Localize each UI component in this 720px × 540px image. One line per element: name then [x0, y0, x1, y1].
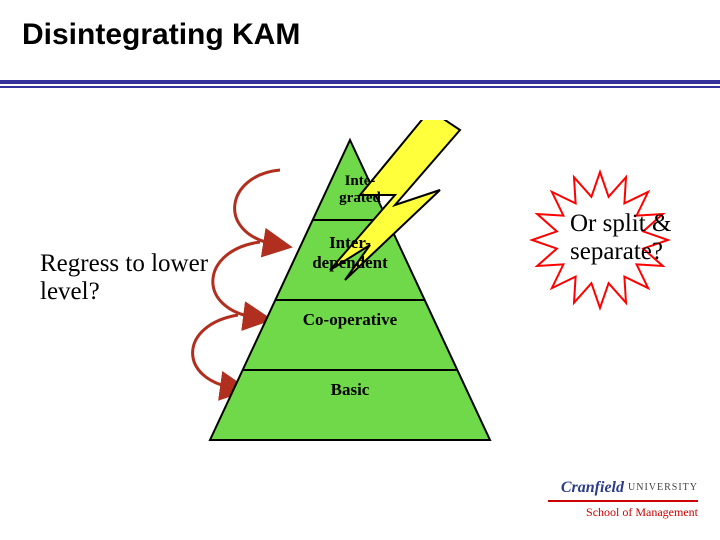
branding-school: School of Management [548, 505, 698, 520]
title-rule-thick [0, 80, 720, 84]
title-rule-thin [0, 86, 720, 88]
branding-cranfield: Cranfield [561, 479, 624, 496]
regress-label: Regress to lower level? [40, 250, 210, 306]
branding: Cranfield UNIVERSITY School of Managemen… [548, 479, 698, 520]
page-title: Disintegrating KAM [22, 18, 300, 52]
branding-line1: Cranfield UNIVERSITY [548, 479, 698, 497]
slide: Disintegrating KAM [0, 0, 720, 540]
branding-rule [548, 500, 698, 502]
branding-university: UNIVERSITY [628, 482, 698, 493]
split-label: Or split & separate? [570, 210, 690, 266]
diagram-stage: Regress to lower level? Or split & separ… [0, 120, 720, 460]
